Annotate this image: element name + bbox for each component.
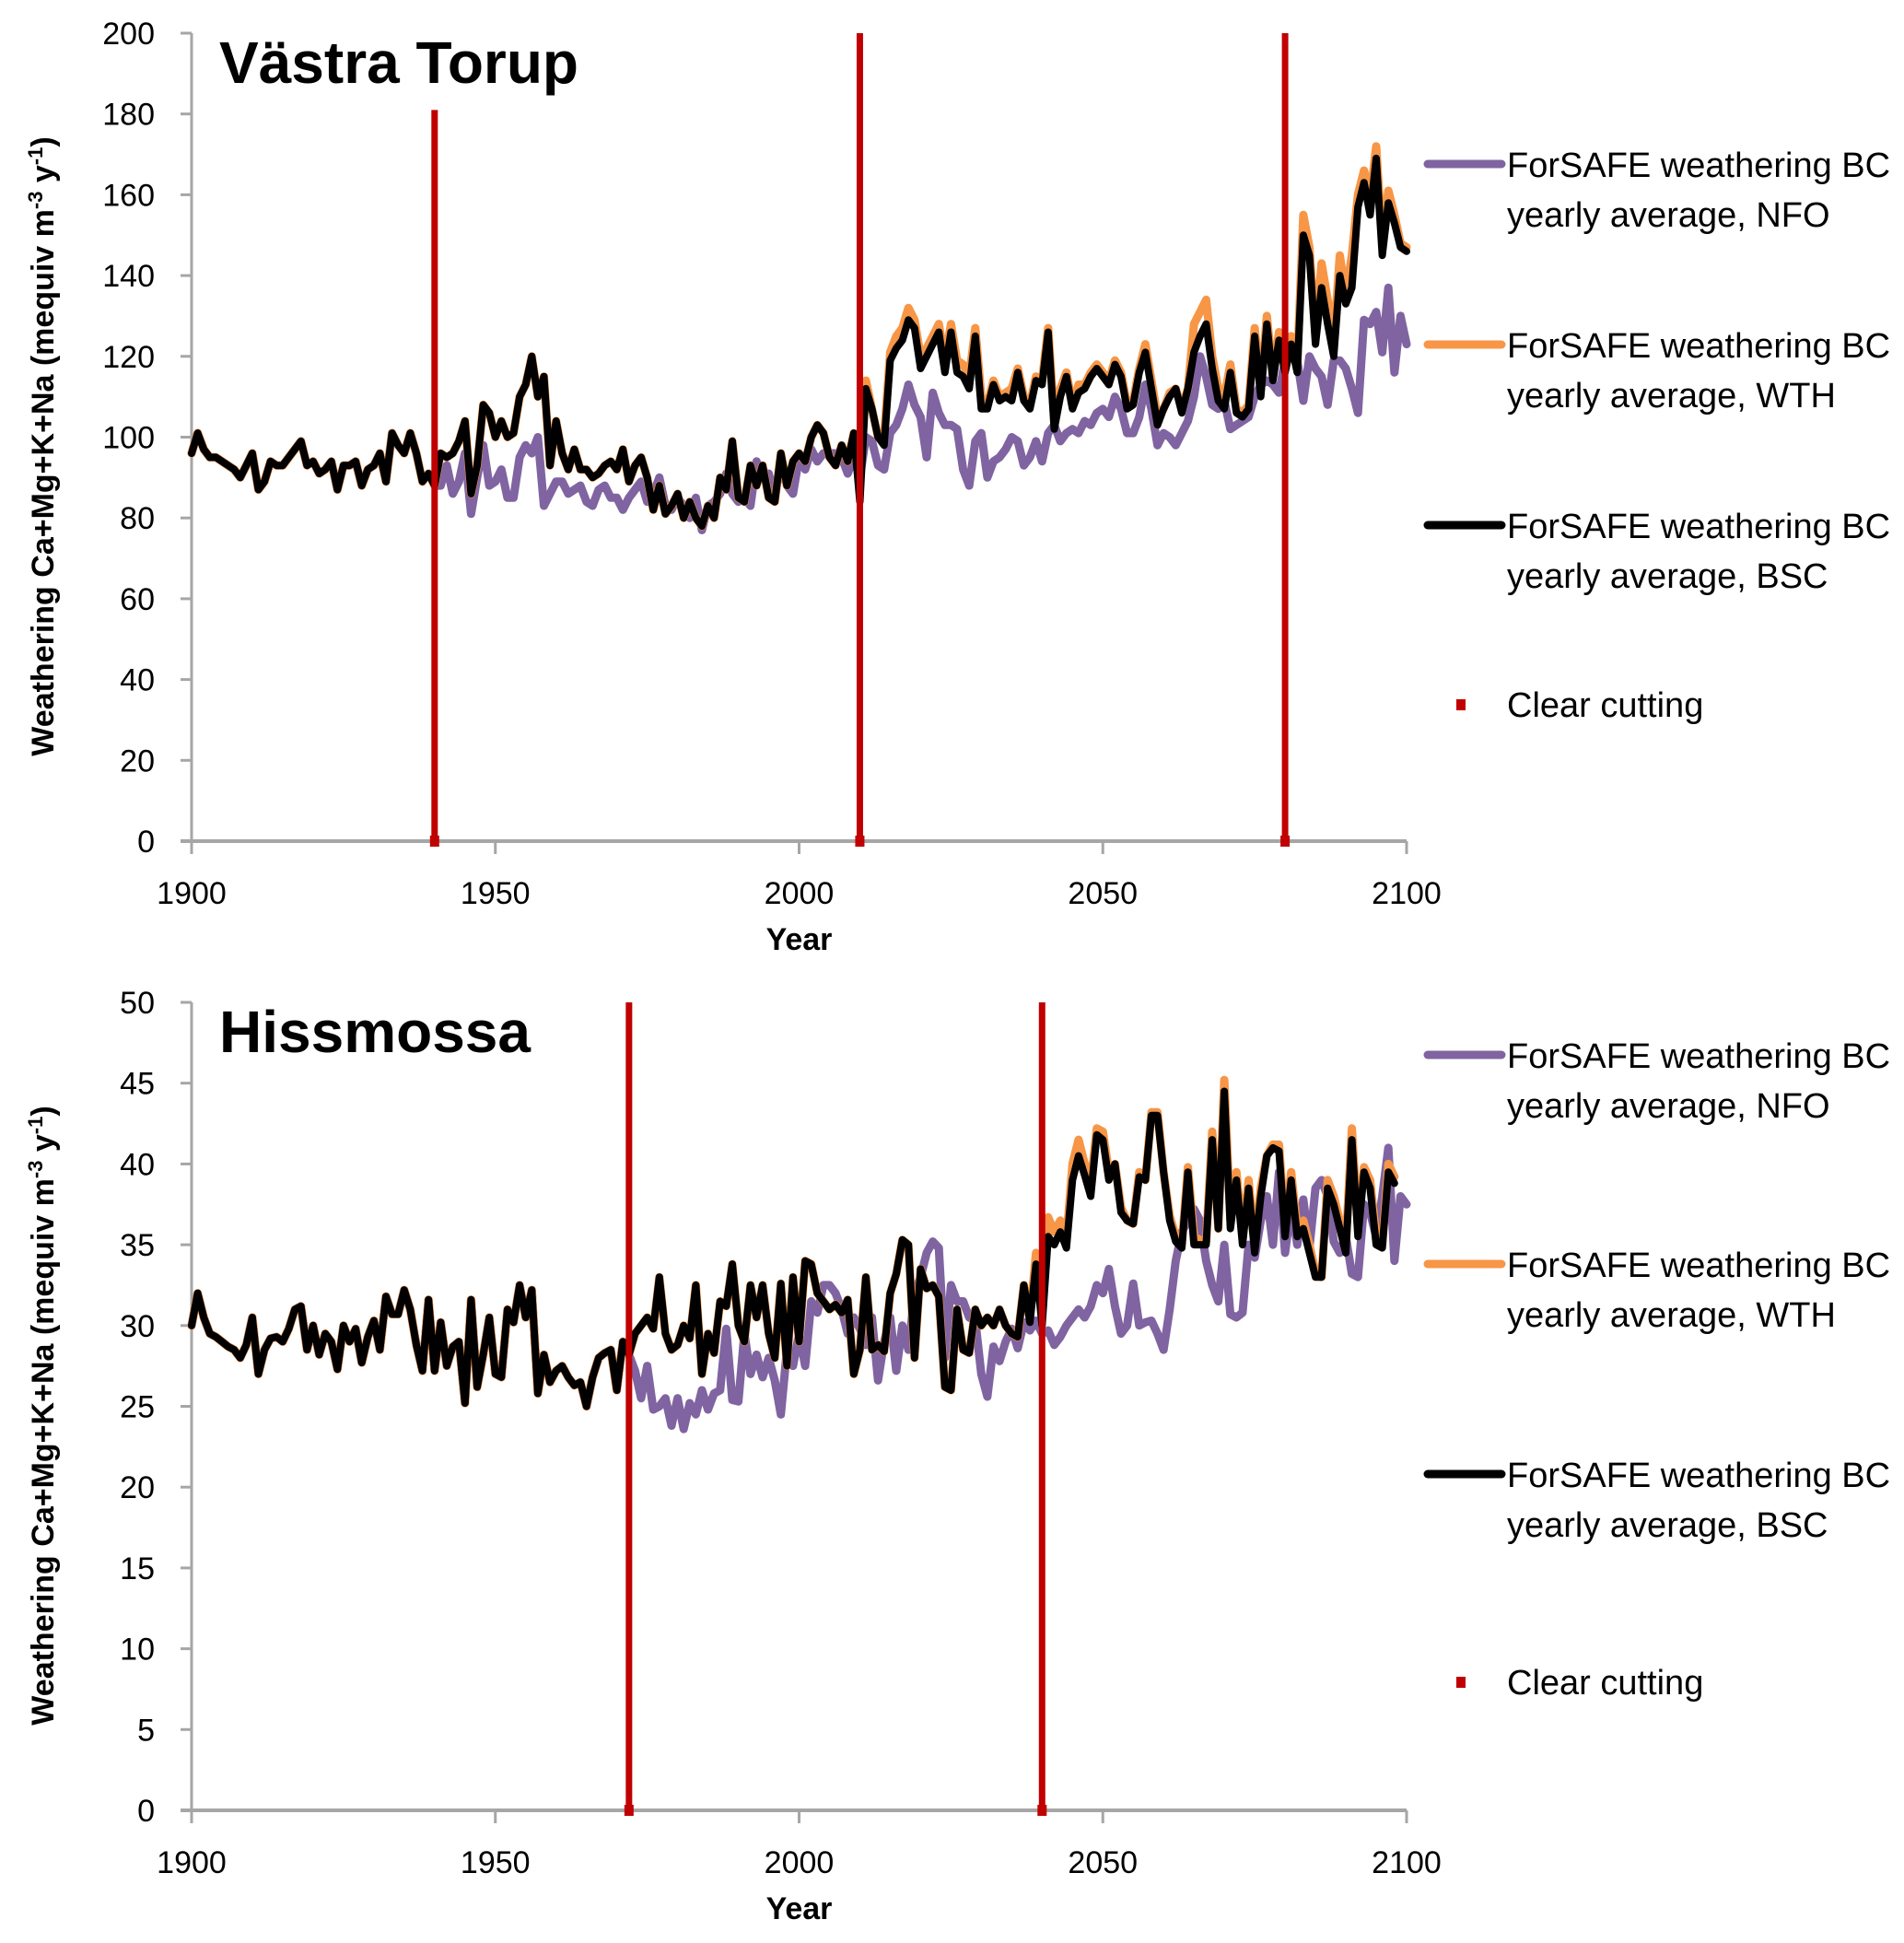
clear-cutting-marker (624, 1805, 634, 1816)
legend-item-nfo: ForSAFE weathering BC yearly average, NFO (1423, 1037, 1890, 1126)
legend-item-wth: ForSAFE weathering BC yearly average, WTH (1423, 327, 1890, 416)
legend-label-line1: ForSAFE weathering BC (1507, 1457, 1890, 1495)
chart-panel-hissmossa: 0 5 10 15 20 25 30 35 40 45 50 1900 1950 2000 2050 2100… (0, 969, 1904, 1938)
chart-vastra-torup: 0 20 40 60 80 100 120 140 160 180 200 1900 1950 2000 2… (24, 17, 1891, 957)
y-tick-label: 40 (120, 1147, 155, 1182)
clear-cutting-marker (1280, 836, 1291, 847)
series-line-bsc (188, 154, 1410, 530)
y-tick-label: 180 (102, 98, 155, 133)
y-tick-label: 45 (120, 1067, 155, 1102)
x-axis-title: Year (766, 922, 833, 957)
clear-cutting-marker (429, 836, 439, 847)
x-tick-label: 1900 (157, 1845, 227, 1880)
y-tick-label: 200 (102, 17, 155, 52)
legend-label-line2: yearly average, BSC (1507, 1506, 1828, 1545)
x-tick-label: 2100 (1372, 1845, 1442, 1880)
legend-swatch-clear-cutting (1456, 1677, 1466, 1688)
x-axis-title: Year (766, 1891, 833, 1926)
y-tick-label: 140 (102, 259, 155, 294)
y-tick-label: 35 (120, 1228, 155, 1263)
x-tick-label: 1950 (461, 1845, 531, 1880)
x-tick-label: 2050 (1068, 876, 1138, 911)
legend-label-line2: yearly average, WTH (1507, 377, 1836, 416)
y-tick-label: 80 (120, 501, 155, 536)
clear-cutting-marker (1037, 1805, 1047, 1816)
x-tick-label: 2000 (765, 1845, 835, 1880)
chart-title: Västra Torup (219, 29, 578, 96)
x-tick-label: 1950 (461, 876, 531, 911)
legend-label-line2: yearly average, BSC (1507, 557, 1828, 596)
y-tick-label: 60 (120, 582, 155, 617)
y-tick-label: 0 (137, 1794, 155, 1829)
y-axis-title: Weathering Ca+Mg+K+Na (mequiv m-3 y-1) (24, 136, 62, 755)
y-tick-label: 160 (102, 178, 155, 213)
legend-label-line1: ForSAFE weathering BC (1507, 508, 1890, 546)
y-tick-label: 50 (120, 986, 155, 1021)
y-tick-label: 40 (120, 663, 155, 698)
y-tick-label: 100 (102, 421, 155, 456)
legend-label-line2: yearly average, NFO (1507, 1087, 1830, 1126)
legend-swatch-clear-cutting (1456, 699, 1466, 710)
chart-panel-vastra-torup: 0 20 40 60 80 100 120 140 160 180 200 1900 1950 2000 2… (0, 0, 1904, 969)
legend-label-clear-cutting: Clear cutting (1507, 1664, 1703, 1703)
y-tick-label: 120 (102, 340, 155, 375)
legend-label-line2: yearly average, NFO (1507, 196, 1830, 235)
y-axis-title: Weathering Ca+Mg+K+Na (mequiv m-3 y-1) (24, 1106, 62, 1725)
y-tick-label: 0 (137, 825, 155, 860)
legend-item-nfo: ForSAFE weathering BC yearly average, NFO (1423, 146, 1890, 235)
legend-item-bsc: ForSAFE weathering BC yearly average, BSC (1423, 508, 1890, 596)
x-tick-label: 1900 (157, 876, 227, 911)
x-tick-label: 2050 (1068, 1845, 1138, 1880)
chart-title: Hissmossa (219, 999, 531, 1065)
legend-label-line1: ForSAFE weathering BC (1507, 1037, 1890, 1076)
legend-label-line1: ForSAFE weathering BC (1507, 327, 1890, 366)
legend-label-line2: yearly average, WTH (1507, 1296, 1836, 1335)
x-tick-label: 2000 (765, 876, 835, 911)
y-tick-label: 30 (120, 1309, 155, 1344)
y-tick-label: 20 (120, 1470, 155, 1505)
y-tick-label: 20 (120, 743, 155, 778)
x-tick-label: 2100 (1372, 876, 1442, 911)
legend-item-clear-cutting: Clear cutting (1456, 1664, 1703, 1703)
legend-label-line1: ForSAFE weathering BC (1507, 1247, 1890, 1285)
chart-hissmossa: 0 5 10 15 20 25 30 35 40 45 50 1900 1950 2000 2050 2100… (24, 986, 1891, 1926)
legend-item-bsc: ForSAFE weathering BC yearly average, BSC (1423, 1457, 1890, 1545)
y-tick-label: 15 (120, 1551, 155, 1586)
y-tick-label: 5 (137, 1713, 155, 1748)
y-tick-label: 25 (120, 1390, 155, 1425)
clear-cutting-marker (855, 836, 865, 847)
series-line-bsc (188, 1087, 1398, 1410)
legend-item-wth: ForSAFE weathering BC yearly average, WTH (1423, 1247, 1890, 1335)
legend-item-clear-cutting: Clear cutting (1456, 686, 1703, 725)
legend-label-clear-cutting: Clear cutting (1507, 686, 1703, 725)
y-tick-label: 10 (120, 1633, 155, 1668)
legend-label-line1: ForSAFE weathering BC (1507, 146, 1890, 185)
